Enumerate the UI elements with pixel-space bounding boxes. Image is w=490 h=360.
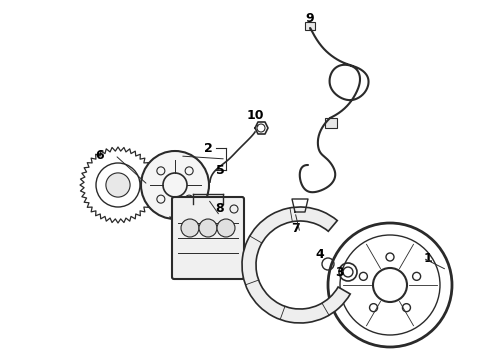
Text: 3: 3 [336,266,344,279]
Text: 6: 6 [96,149,104,162]
Circle shape [217,219,235,237]
Text: 1: 1 [424,252,432,265]
Text: 5: 5 [216,163,224,176]
Bar [305,22,315,30]
Circle shape [199,219,217,237]
Text: 7: 7 [291,221,299,234]
Circle shape [181,219,199,237]
FancyBboxPatch shape [172,197,244,279]
Text: 2: 2 [204,141,212,154]
Circle shape [141,151,209,219]
Bar [325,118,337,128]
Wedge shape [242,207,350,323]
Text: 4: 4 [316,248,324,261]
Circle shape [106,173,130,197]
Text: 10: 10 [246,108,264,122]
Text: 8: 8 [216,202,224,215]
Text: 9: 9 [306,12,314,24]
